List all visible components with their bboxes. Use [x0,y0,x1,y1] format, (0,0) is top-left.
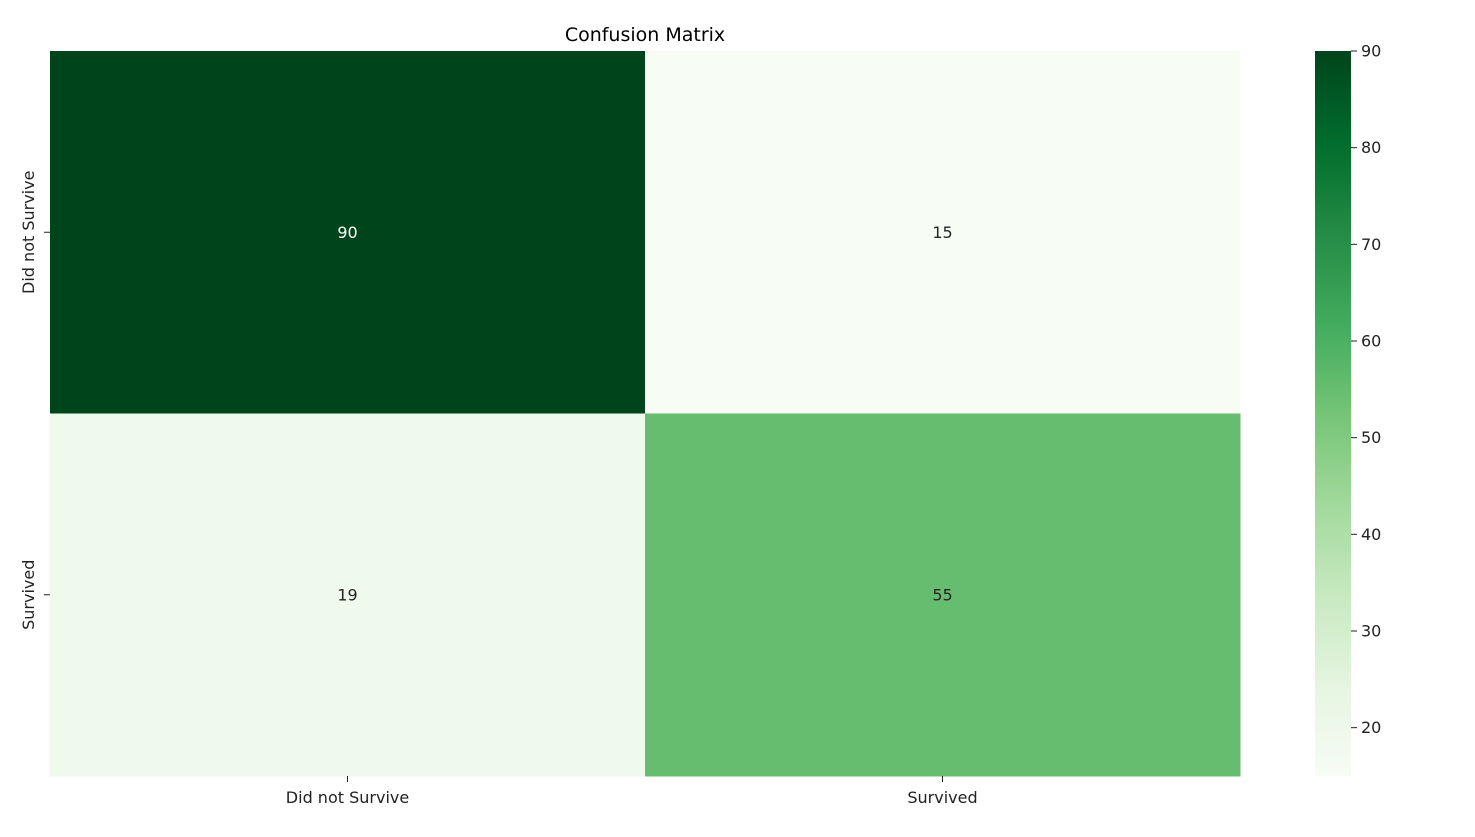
cell-value-label: 15 [932,223,952,242]
colorbar-tick-label: 30 [1361,622,1381,641]
y-tick-label: Survived [19,560,38,630]
cell-value-label: 55 [932,585,952,604]
colorbar-tick-label: 60 [1361,332,1381,351]
colorbar-gradient [1315,51,1351,776]
cell-value-label: 19 [337,585,357,604]
heatmap-cell [645,51,1241,414]
colorbar-tick-label: 80 [1361,138,1381,157]
chart-title: Confusion Matrix [565,24,725,46]
heatmap-cell [50,51,646,414]
colorbar-tick-label: 50 [1361,428,1381,447]
heatmap-cells [50,51,1241,777]
x-tick-label: Survived [907,788,977,807]
cell-value-labels: 90 15 19 55 [337,223,952,605]
colorbar-tick-label: 20 [1361,718,1381,737]
colorbar-tick-label: 40 [1361,525,1381,544]
colorbar-tick-label: 70 [1361,235,1381,254]
x-axis: Did not Survive Survived [286,776,978,807]
colorbar-tick-label: 90 [1361,42,1381,61]
x-tick-label: Did not Survive [286,788,409,807]
y-tick-label: Did not Survive [19,171,38,294]
y-axis: Did not Survive Survived [19,171,50,630]
colorbar: 20 30 40 50 60 70 80 90 [1315,42,1381,776]
cell-value-label: 90 [337,223,357,242]
heatmap-cell [645,413,1241,777]
heatmap-cell [50,413,646,777]
